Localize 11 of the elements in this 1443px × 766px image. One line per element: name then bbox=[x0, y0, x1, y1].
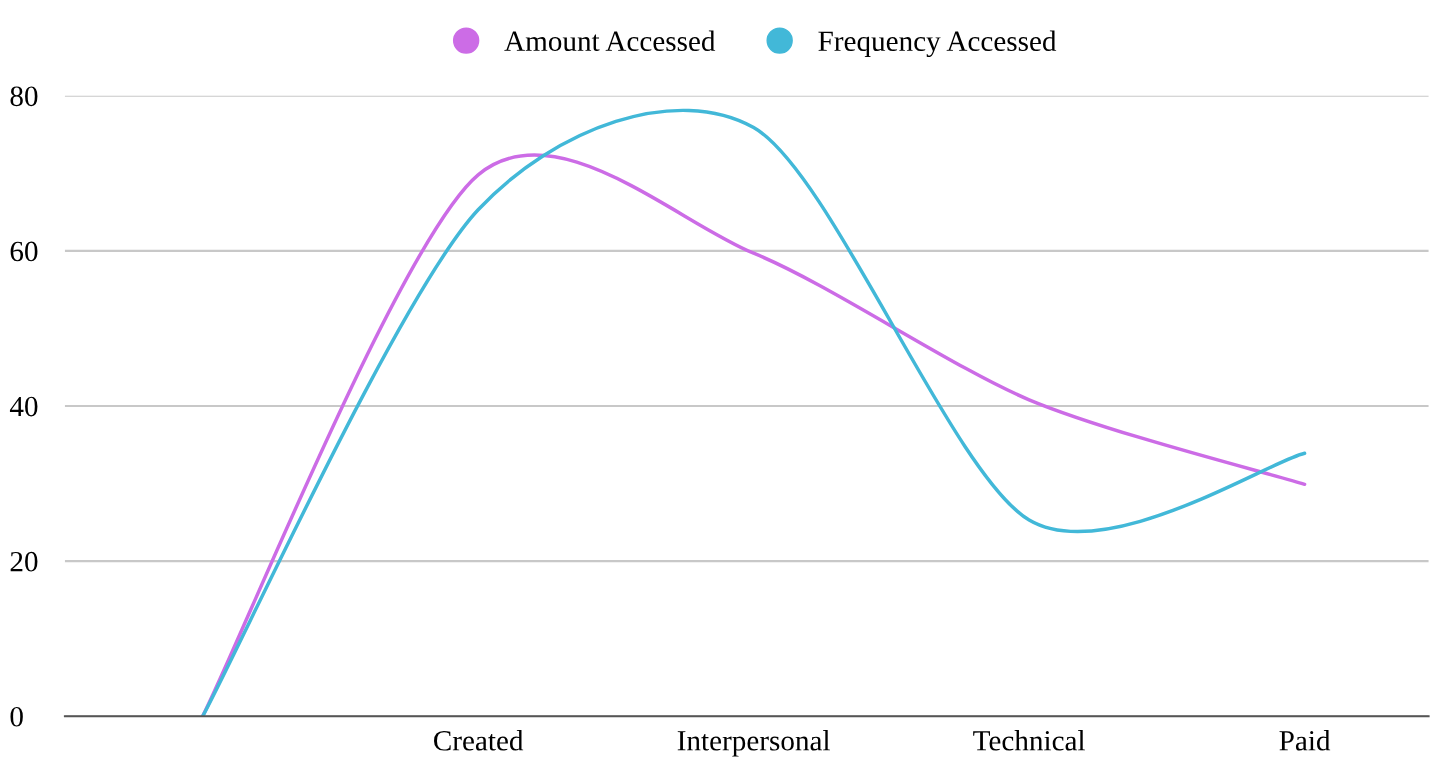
y-tick-label: 40 bbox=[9, 396, 38, 417]
x-tick-label: Paid bbox=[1279, 730, 1331, 751]
y-tick-label: 60 bbox=[10, 241, 38, 262]
y-tick-label: 20 bbox=[10, 551, 38, 572]
x-tick-label: Technical bbox=[973, 730, 1085, 751]
x-tick-label: Interpersonal bbox=[677, 730, 830, 757]
legend-label: Frequency Accessed bbox=[818, 30, 1057, 58]
legend-label: Amount Accessed bbox=[504, 30, 716, 52]
y-tick-label: 0 bbox=[10, 706, 23, 727]
y-tick-label: 80 bbox=[10, 86, 38, 107]
x-tick-label: Created bbox=[434, 730, 524, 751]
